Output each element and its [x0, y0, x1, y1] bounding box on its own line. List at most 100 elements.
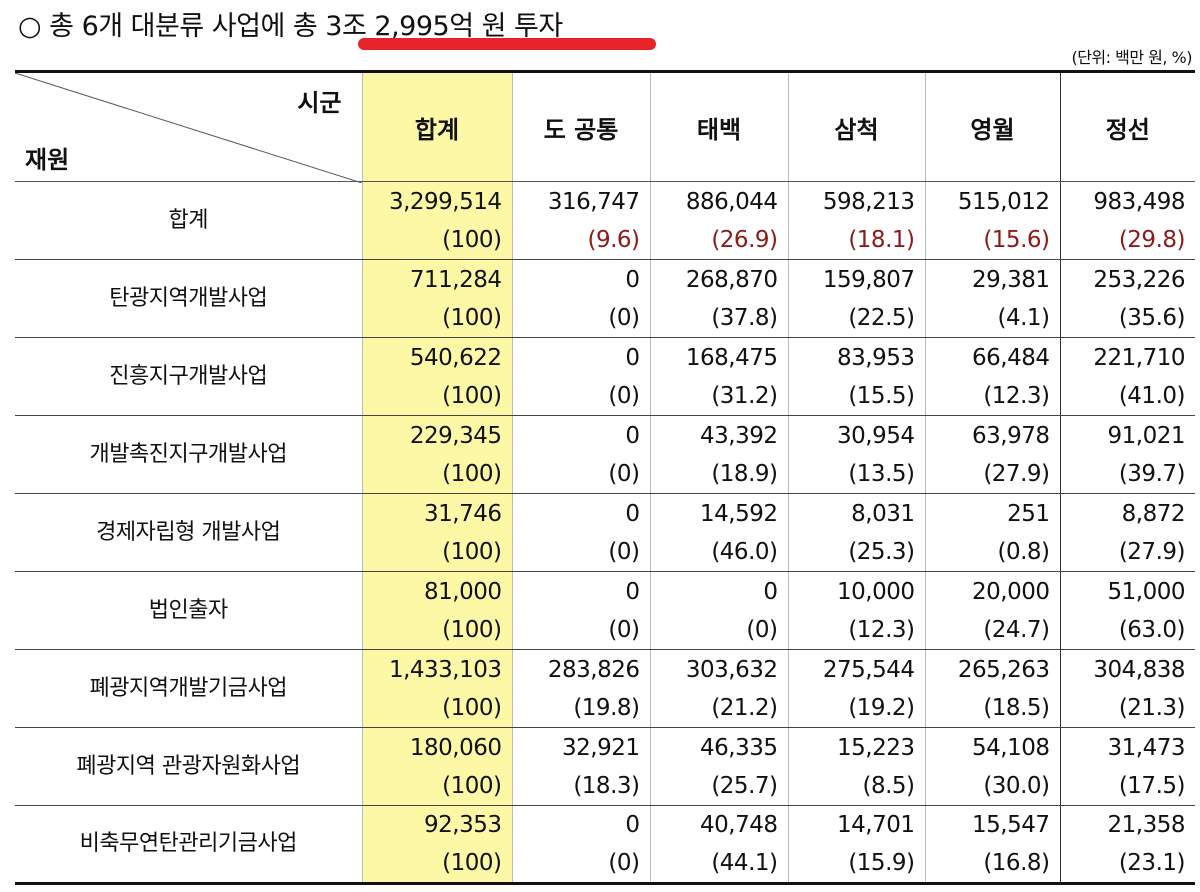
row-label: 진흥지구개발사업 [15, 337, 362, 416]
column-header: 태백 [649, 70, 788, 182]
cell-amount: 92,353 [424, 812, 502, 838]
cell-percent: (41.0) [1118, 382, 1186, 409]
table-cell: 886,044 (26.9) [649, 181, 788, 260]
cell-percent: (21.3) [1118, 694, 1186, 721]
cell-percent: (30.0) [983, 772, 1050, 799]
row-label: 비축무연탄관리기금사업 [15, 805, 362, 885]
column-header: 영월 [924, 70, 1060, 182]
table-cell: 66,484 (12.3) [924, 337, 1060, 416]
table-row: 법인출자 81,000 (100) 0 (0) 0 (0) 10,000 (12.3) 20,00… [15, 571, 1195, 650]
table-row: 탄광지역개발사업 711,284 (100) 0 (0) 268,870 (37.8) 159… [15, 259, 1195, 338]
table-cell: 0 (0) [511, 259, 650, 338]
cell-percent: (27.9) [1118, 538, 1186, 565]
cell-percent: (15.6) [983, 226, 1050, 253]
cell-percent: (31.2) [711, 382, 778, 409]
cell-percent: (21.2) [711, 694, 778, 721]
table-cell: 30,954 (13.5) [787, 415, 925, 494]
cell-amount: 159,807 [822, 266, 915, 293]
cell-amount: 81,000 [424, 578, 502, 605]
cell-amount: 316,747 [547, 188, 640, 215]
table-cell: 598,213 (18.1) [787, 181, 925, 260]
cell-amount: 711,284 [409, 266, 502, 293]
cell-percent: (12.3) [848, 616, 915, 643]
cell-amount: 30,954 [837, 422, 915, 449]
cell-percent: (100) [442, 616, 502, 643]
cell-amount: 168,475 [685, 344, 778, 371]
cell-percent: (9.6) [587, 226, 640, 253]
highlight-underline [358, 38, 656, 50]
cell-percent: (100) [442, 226, 502, 253]
cell-percent: (100) [442, 538, 502, 565]
table-cell: 32,921 (18.3) [511, 727, 650, 806]
cell-percent: (100) [442, 460, 502, 487]
cell-amount: 0 [625, 500, 640, 527]
cell-percent: (39.7) [1118, 460, 1186, 487]
cell-amount: 46,335 [700, 734, 778, 761]
cell-amount: 29,381 [972, 266, 1050, 293]
cell-percent: (0) [608, 382, 640, 409]
cell-percent: (19.2) [848, 694, 915, 721]
cell-amount: 268,870 [685, 266, 778, 293]
corner-header: 시군 재원 [15, 70, 362, 183]
table-cell: 43,392 (18.9) [649, 415, 788, 494]
table-cell: 275,544 (19.2) [787, 649, 925, 728]
cell-percent: (22.5) [848, 304, 915, 331]
table-cell: 83,953 (15.5) [787, 337, 925, 416]
cell-amount: 3,299,514 [388, 188, 502, 215]
cell-amount: 15,547 [972, 812, 1050, 838]
cell-percent: (44.1) [711, 850, 778, 876]
cell-percent: (37.8) [711, 304, 778, 331]
cell-percent: (100) [442, 694, 502, 721]
table-cell: 251 (0.8) [924, 493, 1060, 572]
cell-amount: 15,223 [837, 734, 915, 761]
table-cell: 91,021 (39.7) [1059, 415, 1195, 494]
table-cell: 983,498 (29.8) [1059, 181, 1195, 260]
row-label: 폐광지역개발기금사업 [15, 649, 362, 728]
table-cell: 81,000 (100) [361, 571, 512, 650]
table-row: 비축무연탄관리기금사업 92,353 (100) 0 (0) 40,748 (44.1) 14… [15, 805, 1195, 885]
cell-amount: 886,044 [685, 188, 778, 215]
corner-top-label: 시군 [297, 89, 342, 117]
table-cell: 8,872 (27.9) [1059, 493, 1195, 572]
table-cell: 303,632 (21.2) [649, 649, 788, 728]
cell-percent: (4.1) [997, 304, 1050, 331]
cell-amount: 10,000 [837, 578, 915, 605]
table-row: 개발촉진지구개발사업 229,345 (100) 0 (0) 43,392 (18.9) 30… [15, 415, 1195, 494]
table-cell: 20,000 (24.7) [924, 571, 1060, 650]
cell-percent: (0) [608, 616, 640, 643]
cell-percent: (19.8) [573, 694, 640, 721]
table-cell: 265,263 (18.5) [924, 649, 1060, 728]
row-label: 합계 [15, 181, 362, 260]
cell-amount: 14,701 [837, 812, 915, 838]
cell-amount: 54,108 [972, 734, 1050, 761]
table-cell: 0 (0) [649, 571, 788, 650]
table-cell: 14,701 (15.9) [787, 805, 925, 885]
cell-percent: (100) [442, 850, 502, 876]
cell-amount: 40,748 [700, 812, 778, 838]
cell-percent: (12.3) [983, 382, 1050, 409]
table-cell: 180,060 (100) [361, 727, 512, 806]
table-cell: 29,381 (4.1) [924, 259, 1060, 338]
cell-amount: 31,473 [1107, 734, 1186, 761]
table-cell: 283,826 (19.8) [511, 649, 650, 728]
table-cell: 8,031 (25.3) [787, 493, 925, 572]
table-row: 폐광지역 관광자원화사업 180,060 (100) 32,921 (18.3) 46,3… [15, 727, 1195, 806]
cell-amount: 1,433,103 [388, 656, 502, 683]
table-cell: 0 (0) [511, 337, 650, 416]
cell-percent: (25.7) [711, 772, 778, 799]
column-header: 도 공통 [511, 70, 650, 182]
cell-percent: (18.9) [711, 460, 778, 487]
cell-percent: (18.1) [848, 226, 915, 253]
cell-amount: 0 [625, 266, 640, 293]
table-cell: 46,335 (25.7) [649, 727, 788, 806]
cell-amount: 0 [625, 422, 640, 449]
cell-amount: 21,358 [1107, 812, 1186, 838]
table-cell: 0 (0) [511, 415, 650, 494]
row-label: 법인출자 [15, 571, 362, 650]
cell-percent: (63.0) [1118, 616, 1186, 643]
table-cell: 515,012 (15.6) [924, 181, 1060, 260]
cell-amount: 83,953 [837, 344, 915, 371]
corner-bottom-label: 재원 [25, 146, 70, 174]
cell-amount: 303,632 [685, 656, 778, 683]
cell-amount: 251 [1007, 500, 1050, 527]
